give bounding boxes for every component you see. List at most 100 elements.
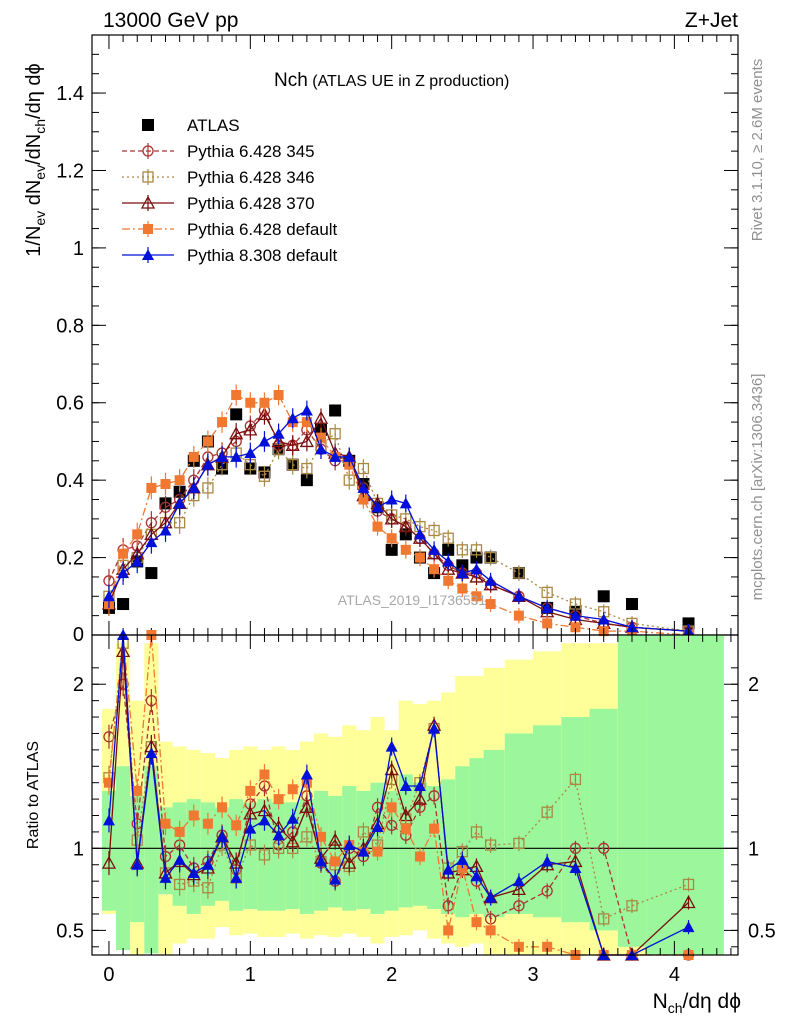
- data-point: [415, 852, 425, 862]
- data-point: [415, 553, 425, 563]
- xlabel: Nch/dη dϕ: [653, 990, 741, 1016]
- ytick-label: 0.5: [56, 920, 84, 942]
- data-point: [387, 533, 397, 543]
- data-point: [470, 563, 482, 574]
- data-point: [274, 390, 284, 400]
- legend-label: Pythia 6.428 default: [187, 220, 338, 239]
- data-point: [259, 769, 269, 779]
- data-point: [189, 811, 199, 821]
- data-point: [401, 545, 411, 555]
- data-point: [231, 390, 241, 400]
- data-point: [244, 447, 256, 458]
- legend-label: Pythia 6.428 345: [187, 142, 315, 161]
- chart-title-sub: (ATLAS UE in Z production): [308, 73, 510, 90]
- data-point: [161, 819, 171, 829]
- data-point: [414, 528, 426, 539]
- data-point: [145, 567, 157, 579]
- data-point: [330, 856, 340, 866]
- ytick-label: 0.2: [56, 548, 84, 570]
- data-point: [245, 786, 255, 796]
- data-point: [203, 819, 213, 829]
- legend-label: Pythia 8.308 default: [187, 246, 338, 265]
- legend-item-pdefault: Pythia 6.428 default: [122, 220, 338, 239]
- ytick-label: 0.6: [56, 393, 84, 415]
- ytick-label-right: 1: [748, 838, 759, 860]
- data-point: [189, 452, 199, 462]
- data-point: [161, 479, 171, 489]
- legend-label: ATLAS: [187, 116, 240, 135]
- ytick-label: 0.4: [56, 470, 84, 492]
- legend-item-p346: Pythia 6.428 346: [122, 168, 315, 187]
- data-point: [145, 536, 157, 547]
- data-point: [132, 529, 142, 539]
- data-point: [373, 847, 383, 857]
- ytick-label-right: 2: [748, 674, 759, 696]
- data-point: [373, 522, 383, 532]
- green-band-bin: [116, 766, 130, 950]
- data-point: [542, 618, 552, 628]
- data-point: [132, 786, 142, 796]
- uncertainty-bands: [92, 635, 738, 955]
- data-point: [230, 408, 242, 420]
- data-point: [443, 576, 453, 586]
- data-point: [245, 398, 255, 408]
- green-band-bin: [455, 766, 469, 917]
- ytick-label: 1.2: [56, 160, 84, 182]
- chart-title-main: Nch: [274, 70, 308, 91]
- data-point: [175, 827, 185, 837]
- legend-item-p345: Pythia 6.428 345: [122, 142, 315, 161]
- data-point: [429, 564, 439, 574]
- data-point: [274, 794, 284, 804]
- data-point: [626, 598, 638, 610]
- data-point: [118, 549, 128, 559]
- legend-marker: [143, 224, 153, 234]
- ytick-label-right: 0.5: [748, 920, 776, 942]
- chart-figure: 13000 GeV pp Z+Jet Rivet 3.1.10, ≥ 2.6M …: [0, 0, 786, 1024]
- data-point: [387, 802, 397, 812]
- green-band-bin: [561, 717, 589, 922]
- ytick-label: 1: [73, 838, 84, 860]
- top-ylabel: 1/Nev dNev/dNch/dη dϕ: [23, 63, 48, 256]
- legend-label: Pythia 6.428 370: [187, 194, 315, 213]
- data-point: [401, 824, 411, 834]
- energy-label: 13000 GeV pp: [103, 9, 238, 32]
- data-point: [146, 483, 156, 493]
- ytick-label: 2: [73, 674, 84, 696]
- distribution-panel: 0.2 0.4 0.6 0.8 1 1.2 1.4 0 Nch (ATLAS UE in Z …: [23, 35, 738, 646]
- legend-item-atlas: ATLAS: [142, 116, 240, 135]
- data-point: [258, 435, 270, 446]
- ratio-panel: 0.5 0.51 12 20 1 2 3 4 Ratio to ATLAS Nch/dη dϕ: [25, 629, 776, 1016]
- data-point: [514, 611, 524, 621]
- data-point: [442, 555, 454, 566]
- xtick-label: 3: [527, 964, 538, 986]
- rivet-version-label: Rivet 3.1.10, ≥ 2.6M events: [749, 59, 766, 242]
- data-point: [486, 925, 496, 935]
- legend-item-p370: Pythia 6.428 370: [122, 194, 315, 213]
- ytick-label: 0.8: [56, 315, 84, 337]
- data-point: [259, 398, 269, 408]
- data-point: [203, 436, 213, 446]
- data-point: [485, 575, 497, 586]
- xtick-label: 0: [103, 964, 114, 986]
- data-point: [329, 404, 341, 416]
- analysis-watermark: ATLAS_2019_I1736531: [338, 592, 487, 608]
- data-point: [429, 824, 439, 834]
- data-point: [386, 494, 398, 505]
- data-point: [217, 417, 227, 427]
- green-band-bin: [427, 786, 441, 909]
- legend-item-p8: Pythia 8.308 default: [122, 246, 338, 265]
- data-point: [288, 784, 298, 794]
- data-point: [443, 925, 453, 935]
- legend-marker: [142, 119, 154, 131]
- ratio-ylabel: Ratio to ATLAS: [25, 741, 42, 849]
- data-point: [315, 443, 327, 454]
- data-point: [231, 820, 241, 830]
- data-point: [103, 590, 115, 601]
- data-point: [301, 404, 313, 415]
- legend-label: Pythia 6.428 346: [187, 168, 315, 187]
- mcplots-label: mcplots.cern.ch [arXiv:1306.3436]: [749, 374, 766, 601]
- xtick-label: 2: [386, 964, 397, 986]
- data-point: [175, 475, 185, 485]
- green-band-bin: [590, 709, 618, 931]
- ytick-label: 1: [73, 238, 84, 260]
